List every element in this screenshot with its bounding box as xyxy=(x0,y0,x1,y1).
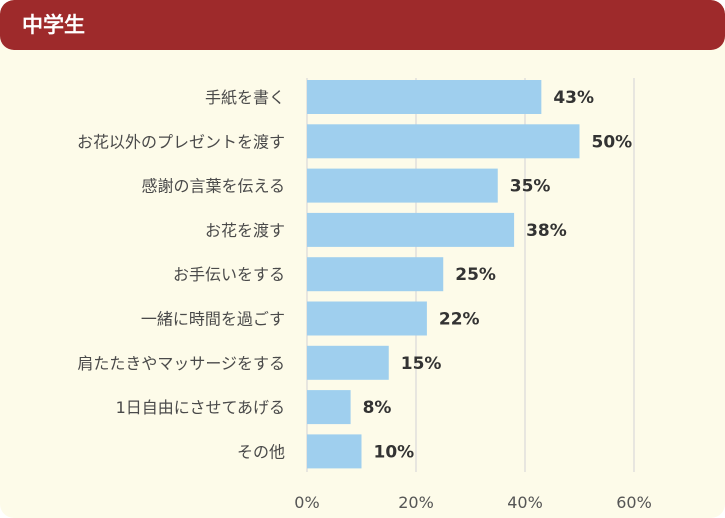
bar xyxy=(307,257,444,292)
data-label: 8% xyxy=(363,398,392,418)
category-label: お花以外のプレゼントを渡す xyxy=(77,132,285,151)
bar xyxy=(307,345,389,380)
data-label: 38% xyxy=(526,221,567,241)
header-bar: 中学生 xyxy=(0,0,725,50)
category-label: 感謝の言葉を伝える xyxy=(141,177,285,196)
category-label: 肩たたきやマッサージをする xyxy=(77,354,285,373)
x-tick-label: 60% xyxy=(616,493,652,512)
category-label: お花を渡す xyxy=(205,221,285,240)
header-title: 中学生 xyxy=(22,13,85,37)
x-tick-label: 40% xyxy=(507,493,543,512)
bar xyxy=(307,301,427,336)
data-label: 35% xyxy=(510,177,551,197)
category-label: 手紙を書く xyxy=(205,88,285,107)
category-label: お手伝いをする xyxy=(173,265,285,284)
bar xyxy=(307,124,580,159)
data-label: 50% xyxy=(592,132,633,152)
category-label: 一緒に時間を過ごす xyxy=(141,310,285,329)
data-label: 10% xyxy=(374,442,415,462)
category-label: その他 xyxy=(237,442,285,461)
x-tick-label: 0% xyxy=(294,493,319,512)
bar xyxy=(307,80,542,114)
data-label: 22% xyxy=(439,310,480,330)
bar xyxy=(307,212,515,247)
bar xyxy=(307,434,362,469)
category-label: 1日自由にさせてあげる xyxy=(116,398,285,417)
bar xyxy=(307,390,351,425)
bar xyxy=(307,168,498,203)
x-tick-label: 20% xyxy=(398,493,434,512)
data-label: 25% xyxy=(455,265,496,285)
data-label: 43% xyxy=(553,88,594,108)
data-label: 15% xyxy=(401,354,442,374)
